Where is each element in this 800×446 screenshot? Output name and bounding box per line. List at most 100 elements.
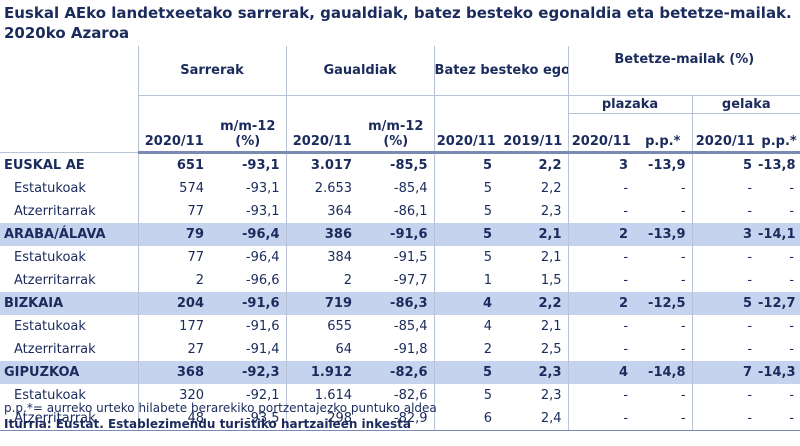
cell-value: 5 (433, 177, 499, 200)
header-blank (0, 46, 138, 153)
header-plazaka-pp: p.p.* (634, 113, 693, 154)
cell-value: 77 (137, 246, 210, 269)
cell-value: -92,3 (210, 361, 287, 384)
cell-value: - (789, 181, 795, 196)
row-label: Estatukoak (14, 319, 86, 334)
cell-value: - (789, 204, 795, 219)
cell-value: 1.912 (285, 361, 359, 384)
header-sarrerak-mm12: m/m-12 (%) (210, 95, 287, 154)
cell-value: 384 (285, 246, 359, 269)
header-year-2020: 2020/11 (292, 134, 352, 149)
cell-value: 27 (137, 338, 210, 361)
cell-value: -85,4 (393, 319, 428, 334)
cell-value: - (691, 338, 759, 361)
cell-value: - (691, 177, 759, 200)
header-gaualdiak: Gaualdiak (285, 46, 435, 96)
cell-value: 364 (285, 200, 359, 223)
cell-value: -12,5 (634, 292, 693, 315)
header-year-2020: 2020/11 (144, 134, 204, 149)
cell-value: 2,3 (540, 388, 562, 403)
cell-value: - (567, 246, 635, 269)
header-betetze-label: Betetze-mailak (%) (614, 52, 755, 67)
header-year-2020: 2020/11 (436, 134, 496, 149)
source-note: Iturria: Eustat. Establezimendu turistik… (4, 417, 411, 431)
cell-value: -14,3 (758, 361, 800, 384)
header-gelaka: gelaka (691, 95, 800, 114)
header-sarrerak-2020: 2020/11 (137, 95, 210, 154)
cell-value: - (680, 273, 686, 288)
cell-value: -82,9 (358, 407, 435, 431)
cell-value: - (567, 177, 635, 200)
header-gaualdiak-2020: 2020/11 (285, 95, 359, 154)
cell-value: 1.614 (285, 384, 359, 407)
cell-value: -96,4 (245, 250, 280, 265)
cell-value: - (567, 407, 635, 431)
cell-value: -91,4 (245, 342, 280, 357)
cell-value: -12,7 (758, 292, 800, 315)
cell-value: 3 (567, 152, 635, 177)
cell-value: -91,6 (245, 319, 280, 334)
cell-value: -85,4 (393, 181, 428, 196)
table-row: Estatukoak 177 -91,6 655 -85,4 4 2,1- - - - (0, 315, 800, 338)
cell-value: -13,9 (634, 223, 693, 246)
cell-value: - (691, 200, 759, 223)
table-row-region: BIZKAIA 204 -91,6 719 -86,3 4 2,2 2 -12,5 5 -12,7 (0, 292, 800, 315)
cell-value: 2,1 (540, 319, 562, 334)
cell-value: - (691, 407, 759, 431)
row-label: Atzerritarrak (14, 204, 96, 219)
cell-value: 3.017 (285, 152, 359, 177)
notes: p.p.*= aurreko urteko hilabete berarekik… (4, 400, 437, 432)
cell-value: - (680, 204, 686, 219)
cell-value: -14,8 (634, 361, 693, 384)
cell-value: -96,4 (210, 223, 287, 246)
table-row: Estatukoak 574 -93,1 2.653 -85,4 5 2,2- - - - (0, 177, 800, 200)
cell-value: 5 (691, 292, 759, 315)
cell-value: -85,5 (358, 152, 435, 177)
cell-value: - (758, 407, 800, 431)
header-mm12-l2: (%) (383, 134, 409, 149)
header-sarrerak: Sarrerak (137, 46, 287, 96)
cell-value: - (567, 315, 635, 338)
cell-value: 2,2 (540, 181, 562, 196)
row-label: GIPUZKOA (0, 361, 138, 384)
header-gelaka-pp: p.p.* (758, 113, 800, 154)
cell-value: - (680, 250, 686, 265)
cell-value: - (567, 269, 635, 292)
cell-value: 4 (433, 292, 499, 315)
cell-value: - (789, 273, 795, 288)
cell-value: - (789, 388, 795, 403)
cell-value: 2,3 (540, 204, 562, 219)
page-title: Euskal AEko landetxeetako sarrerak, gaua… (4, 4, 792, 42)
cell-value: -82,6 (393, 388, 428, 403)
cell-value: -93,1 (245, 181, 280, 196)
cell-value: 719 (285, 292, 359, 315)
row-label: Atzerritarrak (14, 273, 96, 288)
cell-value: 5 (433, 152, 499, 177)
row-label: Estatukoak (14, 181, 86, 196)
cell-value: - (789, 342, 795, 357)
cell-value: -13,8 (758, 152, 800, 177)
header-gaualdiak-mm12: m/m-12 (%) (358, 95, 435, 154)
cell-value: -96,6 (245, 273, 280, 288)
cell-value: - (789, 250, 795, 265)
cell-value: 48 (137, 407, 210, 431)
cell-value: - (680, 319, 686, 334)
cell-value: -93,1 (210, 152, 287, 177)
header-mm12-l2: (%) (235, 134, 261, 149)
cell-value: 2 (285, 269, 359, 292)
row-label: Estatukoak (14, 388, 86, 403)
cell-value: 655 (285, 315, 359, 338)
row-label: BIZKAIA (0, 292, 138, 315)
cell-value: 7 (691, 361, 759, 384)
cell-value: 5 (433, 200, 499, 223)
cell-value: - (691, 315, 759, 338)
header-plazaka: plazaka (567, 95, 693, 114)
cell-value: -91,5 (393, 250, 428, 265)
cell-value: 4 (433, 315, 499, 338)
cell-value: 2,2 (498, 292, 569, 315)
table-row: Atzerritarrak 48 -93,5 298 -82,9 6 2,4- - - - (0, 407, 800, 431)
row-label: EUSKAL AE (0, 152, 138, 177)
cell-value: 177 (137, 315, 210, 338)
cell-value: 2 (567, 223, 635, 246)
cell-value: 2,3 (498, 361, 569, 384)
